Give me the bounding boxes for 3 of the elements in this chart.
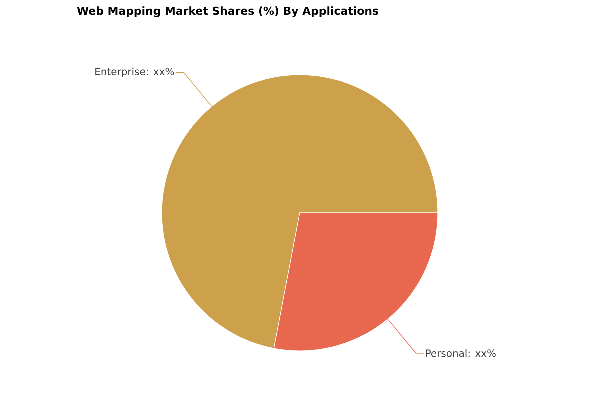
chart-title: Web Mapping Market Shares (%) By Applications <box>77 6 378 18</box>
slice-label: Enterprise: xx% <box>96 68 174 78</box>
slice-label: Personal: xx% <box>426 349 496 358</box>
